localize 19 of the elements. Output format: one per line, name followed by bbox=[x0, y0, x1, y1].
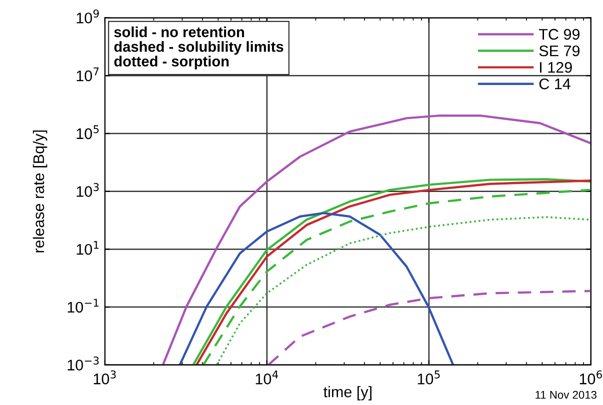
legend-label: SE 79 bbox=[539, 45, 580, 56]
text: 11 Nov 2013 bbox=[536, 390, 596, 399]
y-tick-label: 10$^{9}$ bbox=[76, 9, 99, 24]
x-tick-label: 10$^{3}$ bbox=[94, 370, 116, 384]
y-tick-label: 10$^{1}$ bbox=[76, 240, 99, 255]
y-tick-label: 10$^{−3}$ bbox=[68, 356, 99, 370]
legend-label: C 14 bbox=[539, 78, 570, 90]
annotation: solid - no retention dashed - solubility limits dotted - sorption bbox=[114, 26, 284, 70]
x-axis-title: time [y] bbox=[324, 386, 372, 400]
y-tick-label: 10$^{3}$ bbox=[76, 182, 99, 197]
y-tick-label: 10$^{−1}$ bbox=[68, 298, 99, 313]
y-tick-label: 10$^{7}$ bbox=[76, 67, 99, 82]
y-tick-label: 10$^{5}$ bbox=[76, 125, 99, 140]
legend-label: I 129 bbox=[540, 62, 572, 73]
y-axis-title: release rate [Bq/y] bbox=[32, 130, 48, 252]
x-tick-label: 10$^{4}$ bbox=[256, 370, 278, 384]
legend-label: TC 99 bbox=[538, 28, 580, 40]
x-tick-label: 10$^{6}$ bbox=[580, 370, 602, 384]
x-tick-label: 10$^{5}$ bbox=[418, 370, 440, 384]
